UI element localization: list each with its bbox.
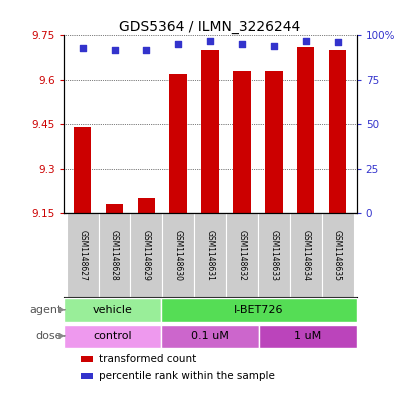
Point <box>238 41 245 48</box>
Bar <box>98 213 130 297</box>
Point <box>333 39 340 46</box>
Bar <box>63 298 161 322</box>
Bar <box>258 325 356 348</box>
Text: GSM1148630: GSM1148630 <box>173 230 182 281</box>
Bar <box>63 325 161 348</box>
Text: GSM1148634: GSM1148634 <box>301 230 310 281</box>
Point <box>175 41 181 48</box>
Bar <box>161 325 258 348</box>
Text: transformed count: transformed count <box>99 354 196 364</box>
Bar <box>130 213 162 297</box>
Text: 1 uM: 1 uM <box>294 331 321 341</box>
Bar <box>194 213 225 297</box>
Bar <box>162 213 194 297</box>
Text: 0.1 uM: 0.1 uM <box>191 331 229 341</box>
Text: GSM1148632: GSM1148632 <box>237 230 246 281</box>
Point <box>302 38 308 44</box>
Bar <box>106 204 123 213</box>
Bar <box>81 373 92 379</box>
Bar <box>169 74 187 213</box>
Text: GSM1148628: GSM1148628 <box>110 230 119 281</box>
Point <box>206 38 213 44</box>
Bar <box>328 50 346 213</box>
Text: dose: dose <box>36 331 62 341</box>
Text: GSM1148631: GSM1148631 <box>205 230 214 281</box>
Point <box>111 46 117 53</box>
Bar <box>67 213 98 297</box>
Bar <box>257 213 289 297</box>
Bar <box>296 47 314 213</box>
Bar <box>201 50 218 213</box>
Text: control: control <box>93 331 131 341</box>
Point <box>143 46 149 53</box>
Text: GSM1148633: GSM1148633 <box>269 230 278 281</box>
Bar <box>321 213 353 297</box>
Bar <box>265 71 282 213</box>
Bar <box>233 71 250 213</box>
Text: GSM1148629: GSM1148629 <box>142 230 151 281</box>
Text: I-BET726: I-BET726 <box>234 305 283 315</box>
Text: agent: agent <box>29 305 62 315</box>
Bar <box>81 356 92 362</box>
Text: vehicle: vehicle <box>92 305 132 315</box>
Point <box>270 43 276 49</box>
Bar <box>289 213 321 297</box>
Bar <box>74 127 91 213</box>
Point <box>79 45 86 51</box>
Text: GSM1148627: GSM1148627 <box>78 230 87 281</box>
Text: percentile rank within the sample: percentile rank within the sample <box>99 371 274 381</box>
Bar <box>225 213 257 297</box>
Bar <box>137 198 155 213</box>
Text: GSM1148635: GSM1148635 <box>332 230 341 281</box>
Title: GDS5364 / ILMN_3226244: GDS5364 / ILMN_3226244 <box>119 20 300 34</box>
Bar <box>161 298 356 322</box>
